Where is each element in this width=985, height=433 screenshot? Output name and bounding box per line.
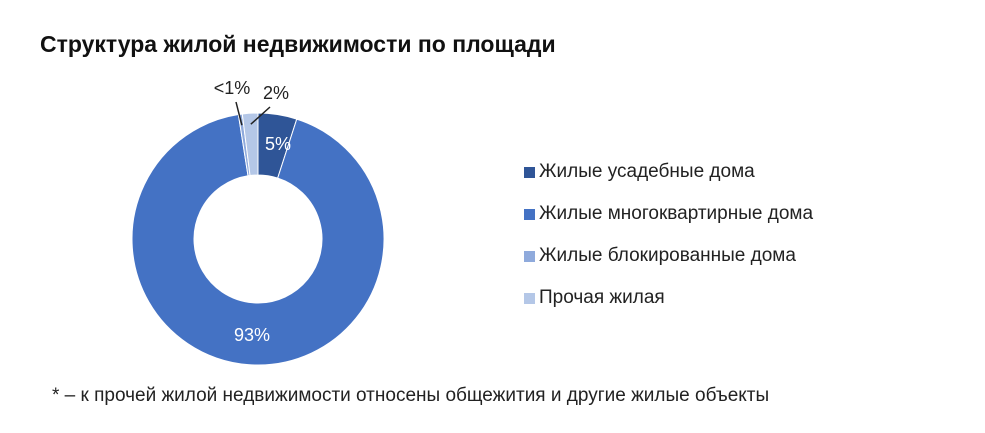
legend-item-single-family: Жилые усадебные дома [524,160,813,184]
leader-line-blocked [235,101,243,126]
legend-item-other: Прочая жилая [524,286,813,310]
footnote: * – к прочей жилой недвижимости относены… [52,385,770,406]
data-label-single-family: 5% [265,134,291,154]
leader-lines [235,101,271,126]
data-labels: 5% 93% <1% 2% [214,78,291,345]
data-label-apartment: 93% [234,325,270,345]
leader-line-other [250,106,271,125]
data-label-blocked: <1% [214,78,251,98]
data-label-other: 2% [263,83,289,103]
legend-item-blocked: Жилые блокированные дома [524,244,813,268]
chart-title: Структура жилой недвижимости по площади [40,31,556,57]
donut-slice-other [241,112,259,177]
legend-swatch [524,166,535,178]
legend-swatch [524,208,535,220]
legend-label: Жилые многоквартирные дома [539,203,814,224]
legend-label: Жилые блокированные дома [539,245,796,266]
legend-label: Прочая жилая [539,287,665,308]
legend-swatch [524,292,535,304]
donut-slices [131,112,385,366]
legend-item-apartment: Жилые многоквартирные дома [524,202,813,226]
donut-slice-apartment [131,113,385,366]
legend-label: Жилые усадебные дома [539,161,755,182]
chart-legend: Жилые усадебные дома Жилые многоквартирн… [524,160,813,328]
legend-swatch [524,250,535,262]
